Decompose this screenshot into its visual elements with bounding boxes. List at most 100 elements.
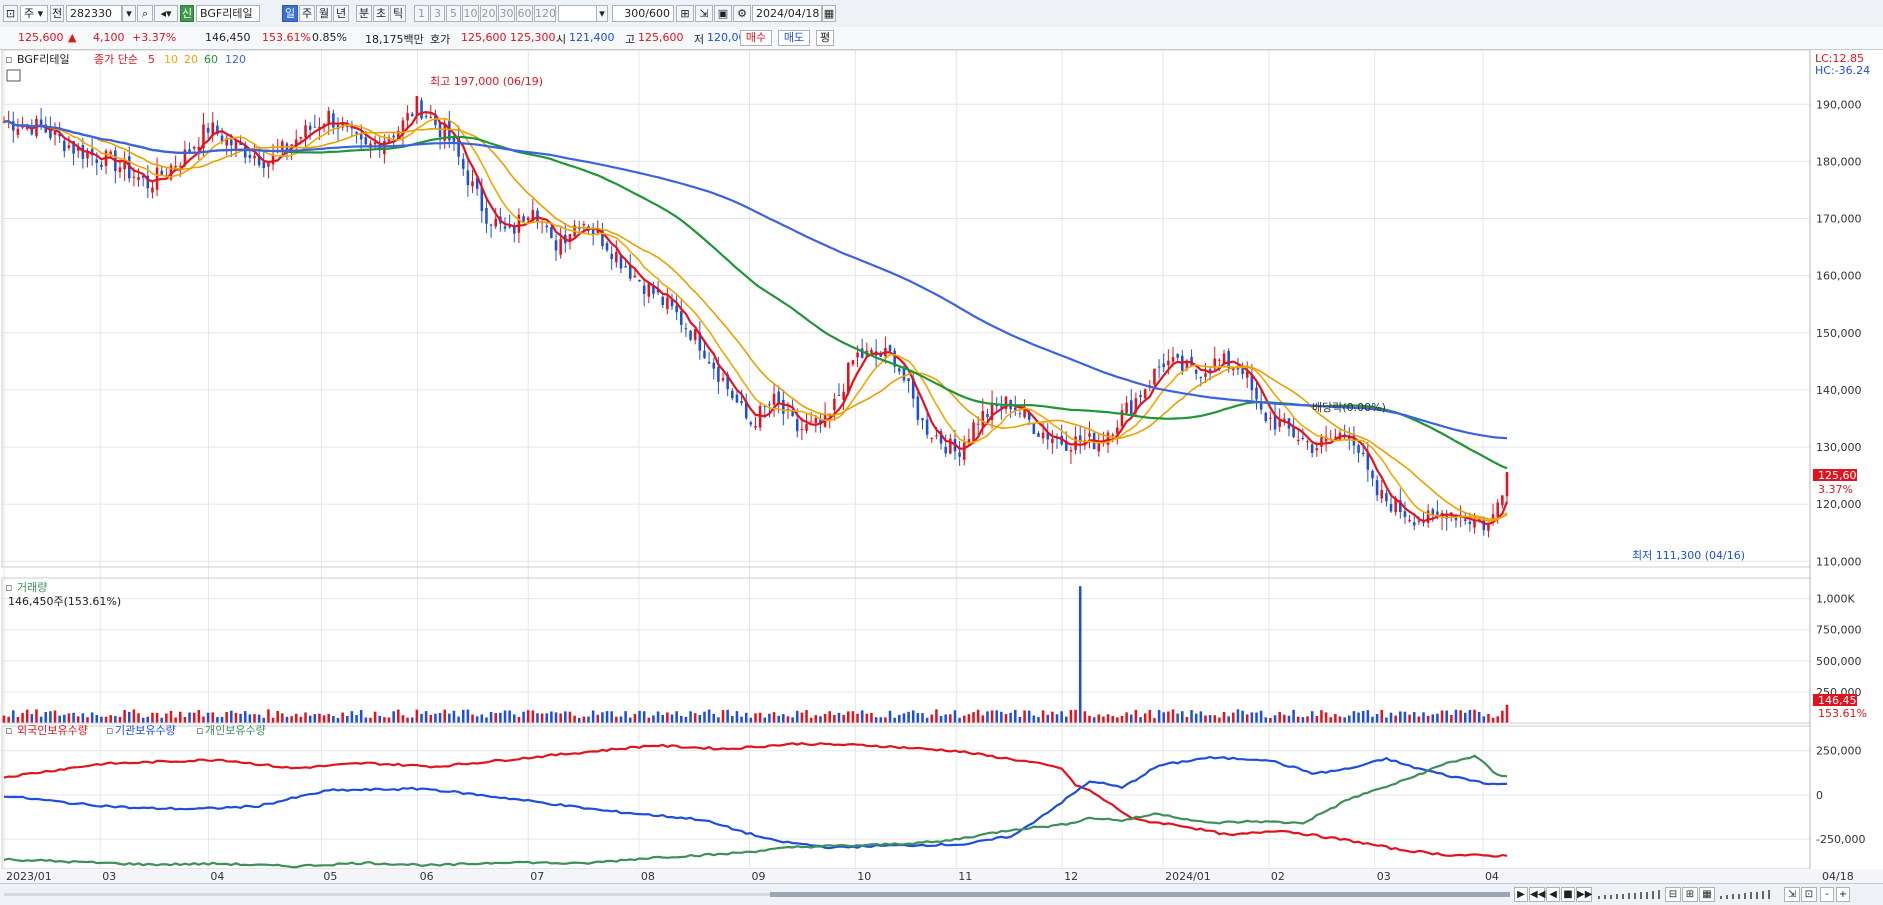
candle-body (16, 128, 20, 135)
chart-type-icon[interactable]: ⇲ (1784, 887, 1800, 902)
layout-icon[interactable]: ⊡ (3, 5, 18, 22)
prev-button[interactable]: 전 (50, 5, 64, 22)
volume-bar (30, 714, 34, 723)
period-week[interactable]: 주 (299, 5, 315, 22)
period-tick[interactable]: 틱 (390, 5, 406, 22)
last-price-pct: 3.37% (1818, 483, 1853, 496)
volume-bar (211, 712, 215, 723)
volume-bar (299, 716, 303, 723)
first-button[interactable]: ◀◀ (1529, 887, 1546, 902)
candle-body (717, 366, 720, 382)
candle-body (1283, 418, 1286, 421)
play-button[interactable]: ▶ (1514, 887, 1528, 902)
settings-icon[interactable]: ⚙ (733, 5, 751, 22)
chart-icon[interactable]: ⇲ (695, 5, 713, 22)
volume-bar (499, 712, 502, 723)
period-day[interactable]: 일 (282, 5, 298, 22)
code-dropdown-icon[interactable]: ▾ (122, 5, 136, 22)
speaker-icon[interactable]: ◂▾ (154, 5, 178, 22)
buy-button[interactable]: 매수 (740, 30, 772, 46)
scroll-box-icon[interactable] (6, 69, 21, 82)
stock-name[interactable]: BGF리테일 (196, 5, 260, 22)
next-page-button[interactable]: ▶▶ (1576, 887, 1593, 902)
period-second[interactable]: 초 (373, 5, 389, 22)
volume-bar (100, 716, 103, 723)
ma-legend-label: 종가 단순 (94, 53, 138, 66)
volume-bar (118, 716, 122, 723)
volume-panel-handle-icon: ▫ (5, 581, 12, 594)
table-icon[interactable]: ▦ (1699, 887, 1715, 902)
split-icon[interactable]: ⊡ (1801, 887, 1817, 902)
price-change: 4,100 (93, 31, 125, 44)
volume-bar (53, 710, 57, 723)
candle-body (1255, 387, 1258, 400)
candle-body (615, 252, 618, 263)
stock-chart[interactable]: 190,000 180,000 170,000 160,000 150,000 140,0… (0, 50, 1883, 883)
candle-body (1204, 373, 1207, 377)
zoom-in-button[interactable]: + (1836, 887, 1850, 902)
candle-body (944, 446, 947, 454)
candle-body (902, 368, 906, 381)
volume-bar (758, 712, 762, 723)
min-20[interactable]: 20 (480, 5, 497, 22)
scrollbar-track[interactable] (4, 893, 1509, 896)
period-month[interactable]: 월 (316, 5, 332, 22)
volume-bar (1218, 717, 1221, 723)
date-input[interactable]: 2024/04/18 (752, 5, 822, 22)
volume-bar (448, 713, 451, 723)
period-year[interactable]: 년 (333, 5, 349, 22)
code-input[interactable]: 282330 (66, 5, 122, 22)
candle-body (1004, 396, 1008, 410)
crosshair-icon[interactable]: ⊞ (1682, 887, 1698, 902)
volume-bar (466, 709, 470, 723)
volume-bar (1338, 716, 1342, 723)
scrollbar-thumb[interactable] (770, 892, 1510, 897)
volume-bar (568, 711, 572, 723)
volume-bar (141, 717, 145, 723)
volume-bar (378, 715, 382, 723)
min-120[interactable]: 120 (534, 5, 556, 22)
x-axis-band (0, 869, 1883, 883)
count-input[interactable]: 300/600 (612, 5, 674, 22)
tools-icon[interactable]: ⊞ (676, 5, 694, 22)
open-label: 시 (556, 33, 567, 46)
volume-bar (494, 713, 497, 723)
min-5[interactable]: 5 (446, 5, 461, 22)
candle-body (1018, 413, 1022, 415)
min-1[interactable]: 1 (414, 5, 429, 22)
zoom-fit-icon[interactable]: ⊟ (1665, 887, 1681, 902)
zoom-slider[interactable] (1598, 889, 1663, 899)
price-tick-label: 180,000 (1816, 155, 1862, 168)
min-60[interactable]: 60 (516, 5, 533, 22)
save-icon[interactable]: ▣ (714, 5, 732, 22)
candle-body (1403, 511, 1407, 517)
candle-body (257, 155, 261, 166)
volume-bar (1320, 710, 1323, 723)
candle-body (949, 438, 952, 454)
volume-bar (744, 712, 748, 723)
custom-period-dropdown-icon[interactable]: ▾ (596, 5, 608, 22)
volume-bar (1134, 709, 1138, 723)
calendar-icon[interactable]: ▦ (822, 5, 836, 22)
stop-button[interactable]: ■ (1561, 887, 1575, 902)
volume-bar (197, 709, 201, 723)
min-30[interactable]: 30 (498, 5, 515, 22)
min-3[interactable]: 3 (430, 5, 445, 22)
eval-button[interactable]: 평 (816, 30, 834, 46)
volume-bar (49, 711, 52, 723)
sell-button[interactable]: 매도 (778, 30, 810, 46)
volume-bar (1477, 711, 1481, 723)
candle-body (837, 394, 841, 396)
zoom-out-button[interactable]: - (1820, 887, 1834, 902)
period-minute[interactable]: 분 (356, 5, 372, 22)
prev-page-button[interactable]: ◀ (1546, 887, 1560, 902)
candle-body (1134, 398, 1138, 413)
candle-body (1250, 374, 1254, 391)
min-10[interactable]: 10 (462, 5, 479, 22)
search-icon[interactable]: ⌕ (137, 5, 153, 22)
volume-bar (308, 715, 312, 723)
volume-bar (972, 712, 975, 723)
market-select[interactable]: 주 ▾ (20, 5, 48, 22)
indicator-slider[interactable] (1720, 889, 1780, 899)
volume-bar (809, 717, 813, 723)
